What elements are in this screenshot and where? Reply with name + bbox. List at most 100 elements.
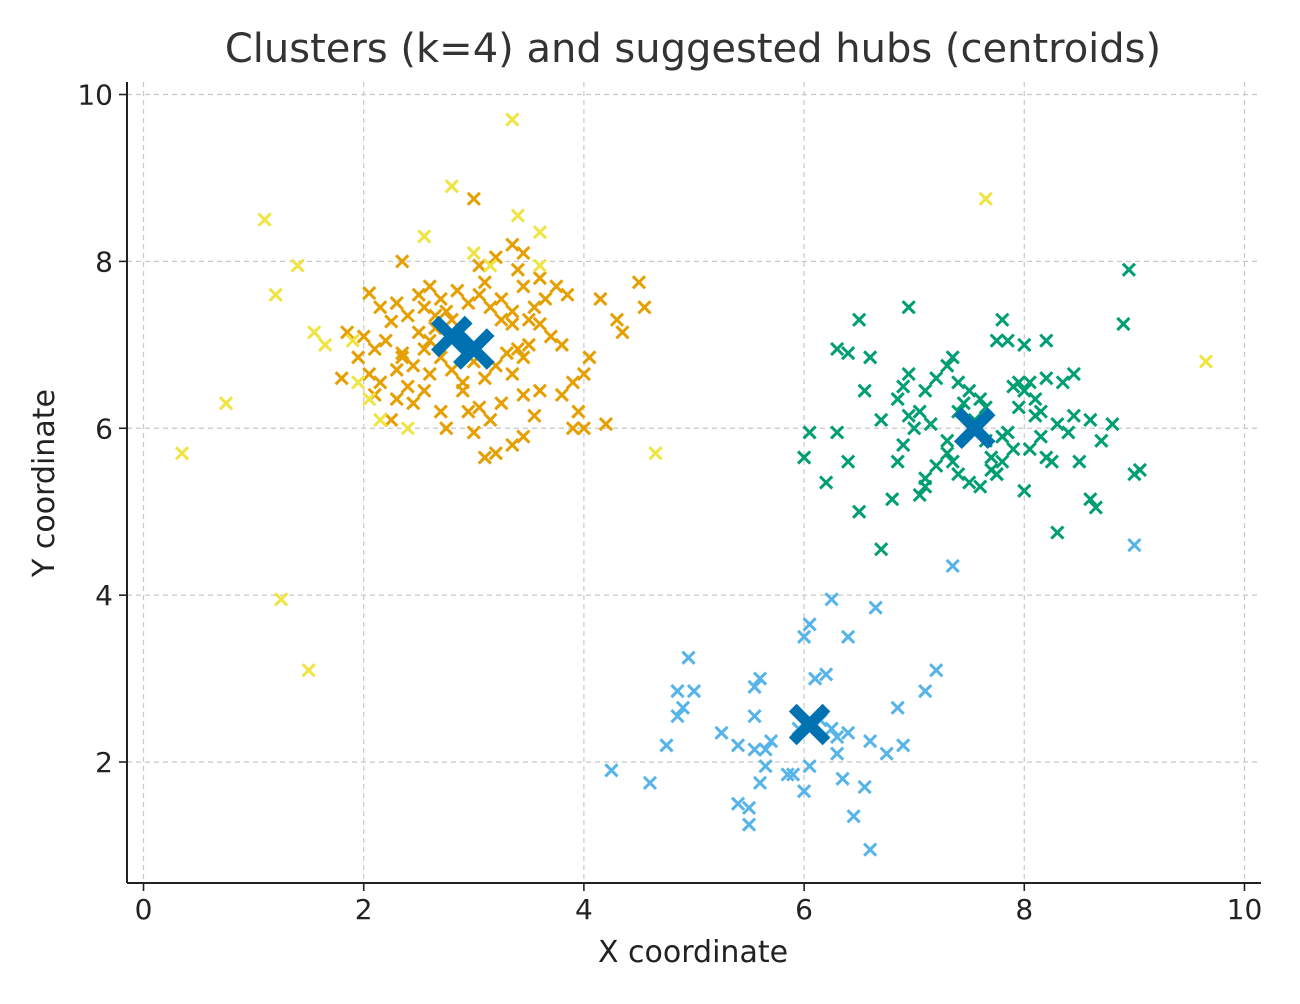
data-point-series-2 [896, 437, 911, 453]
data-point-series-1 [384, 412, 399, 428]
data-point-series-2 [1033, 404, 1048, 419]
data-point-series-2 [951, 375, 966, 390]
data-point-series-1 [483, 412, 498, 428]
data-point-series-4 [373, 412, 388, 428]
data-point-series-2 [1017, 337, 1032, 352]
data-point-series-1 [384, 314, 399, 329]
data-point-series-4 [351, 375, 366, 390]
data-point-series-4 [274, 592, 289, 607]
data-point-series-1 [483, 300, 498, 315]
data-point-series-2 [802, 425, 817, 440]
data-point-series-1 [411, 325, 426, 340]
data-point-series-2 [1132, 462, 1148, 478]
data-point-series-2 [973, 479, 988, 494]
data-point-series-3 [681, 650, 696, 665]
data-point-series-4 [268, 287, 283, 302]
data-point-series-3 [835, 771, 850, 786]
data-point-series-3 [670, 683, 685, 699]
data-point-series-4 [345, 333, 360, 348]
data-point-series-1 [367, 341, 382, 357]
data-point-series-2 [830, 341, 845, 357]
data-point-series-1 [637, 300, 652, 315]
data-point-series-1 [472, 287, 487, 302]
data-point-series-1 [505, 237, 520, 252]
data-point-series-1 [631, 275, 647, 290]
data-point-series-1 [395, 350, 410, 365]
data-point-series-2 [1050, 525, 1065, 540]
data-point-series-1 [510, 262, 525, 277]
x-tick-label: 2 [355, 893, 373, 926]
data-point-series-2 [1044, 454, 1059, 469]
data-point-series-2 [1066, 366, 1081, 382]
y-tick-label: 6 [95, 412, 113, 445]
data-point-series-2 [945, 454, 960, 469]
grid-lines [127, 82, 1261, 883]
data-point-series-1 [373, 300, 388, 315]
data-point-series-1 [521, 312, 536, 327]
data-point-series-3 [642, 775, 658, 790]
data-point-series-1 [516, 245, 531, 261]
data-point-series-2 [1022, 375, 1037, 390]
x-tick-label: 0 [135, 893, 153, 926]
data-point-series-1 [576, 421, 592, 436]
data-point-series-2 [945, 350, 960, 365]
data-point-series-2 [973, 391, 988, 407]
data-point-series-1 [532, 270, 547, 286]
data-point-series-3 [741, 817, 757, 832]
data-point-series-4 [417, 229, 432, 244]
data-point-series-2 [890, 391, 905, 407]
data-point-series-3 [802, 759, 817, 774]
data-point-series-1 [477, 450, 492, 465]
data-point-series-3 [758, 742, 773, 757]
data-point-series-4 [218, 396, 234, 411]
data-point-series-2 [1055, 375, 1070, 390]
y-tick-label: 8 [95, 245, 113, 278]
data-point-series-2 [830, 425, 845, 440]
data-point-series-2 [901, 408, 916, 423]
data-point-series-1 [417, 300, 432, 315]
data-point-series-1 [340, 325, 355, 340]
data-point-series-2 [956, 396, 971, 411]
data-point-series-1 [450, 283, 465, 298]
data-point-series-2 [818, 475, 834, 490]
data-point-series-2 [989, 467, 1004, 482]
data-points [174, 112, 1214, 857]
data-point-series-1 [334, 371, 349, 386]
x-tick-label: 8 [1015, 893, 1033, 926]
data-point-series-4 [290, 258, 305, 273]
data-point-series-2 [912, 487, 927, 503]
data-point-series-2 [1116, 316, 1131, 332]
data-point-series-1 [549, 279, 564, 294]
data-point-series-2 [918, 383, 933, 398]
data-point-series-3 [763, 734, 779, 749]
data-point-series-4 [532, 225, 547, 240]
centroid-marker [953, 407, 996, 450]
data-point-series-1 [466, 191, 481, 206]
data-point-series-1 [417, 341, 432, 357]
data-point-series-4 [307, 325, 322, 340]
data-point-series-3 [824, 721, 839, 736]
x-axis-label: X coordinate [598, 935, 788, 970]
data-point-series-3 [659, 738, 674, 753]
data-point-series-4 [301, 663, 316, 678]
data-point-series-2 [929, 371, 944, 386]
data-point-series-2 [863, 350, 878, 365]
data-point-series-1 [461, 404, 476, 419]
data-point-series-2 [1088, 500, 1103, 515]
data-point-series-1 [488, 250, 503, 265]
data-point-series-3 [896, 738, 911, 753]
data-point-series-3 [868, 600, 883, 615]
data-point-series-1 [406, 358, 421, 373]
data-point-series-3 [747, 742, 762, 757]
data-point-series-1 [422, 279, 437, 294]
data-point-series-2 [841, 454, 856, 469]
centroid-markers [431, 315, 996, 746]
data-point-series-1 [494, 291, 509, 307]
data-point-series-3 [747, 709, 762, 724]
data-point-series-2 [912, 404, 927, 419]
data-point-series-1 [505, 366, 520, 382]
data-point-series-1 [400, 308, 415, 323]
data-point-series-3 [1127, 537, 1142, 553]
data-point-series-1 [389, 362, 404, 377]
